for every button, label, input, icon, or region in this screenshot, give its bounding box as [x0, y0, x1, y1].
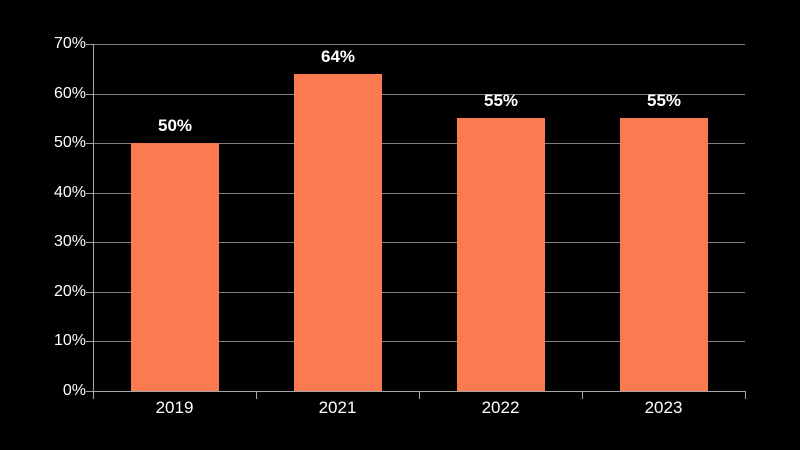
x-axis-tick: [745, 392, 746, 399]
y-axis-tick: [86, 94, 93, 95]
x-axis-tick: [582, 392, 583, 399]
gridline: [93, 143, 745, 144]
gridline: [93, 242, 745, 243]
x-axis-line: [93, 391, 746, 392]
bar-value-label: 55%: [646, 91, 682, 110]
gridline: [93, 94, 745, 95]
y-axis-label: 0%: [62, 382, 86, 399]
x-axis-label: 2023: [644, 398, 683, 417]
gridline: [93, 44, 745, 45]
y-axis-label: 70%: [53, 35, 86, 52]
bar-value-label: 64%: [320, 47, 356, 66]
x-axis-tick: [419, 392, 420, 399]
bar-value-label: 50%: [157, 116, 193, 135]
bar: [620, 118, 708, 391]
y-axis-label: 20%: [53, 283, 86, 300]
y-axis-label: 30%: [53, 233, 86, 250]
y-axis-label: 60%: [53, 85, 86, 102]
y-axis-tick: [86, 193, 93, 194]
bar: [131, 143, 219, 391]
bar-value-label: 55%: [483, 91, 519, 110]
y-axis-label: 50%: [53, 134, 86, 151]
y-axis-tick: [86, 341, 93, 342]
y-axis-tick: [86, 292, 93, 293]
x-axis-tick: [256, 392, 257, 399]
x-axis-label: 2019: [155, 398, 194, 417]
y-axis-line: [93, 44, 94, 392]
plot-area: 50% 64% 55% 55%: [93, 44, 745, 391]
y-axis-tick: [86, 44, 93, 45]
gridline: [93, 193, 745, 194]
y-axis-label: 10%: [53, 332, 86, 349]
gridline: [93, 341, 745, 342]
bar: [294, 74, 382, 391]
x-axis-label: 2022: [481, 398, 520, 417]
y-axis-tick: [86, 143, 93, 144]
x-axis-tick: [93, 392, 94, 399]
x-axis-label: 2021: [318, 398, 357, 417]
bar: [457, 118, 545, 391]
y-axis-label: 40%: [53, 184, 86, 201]
y-axis-tick: [86, 242, 93, 243]
gridline: [93, 292, 745, 293]
y-axis-tick: [86, 391, 93, 392]
